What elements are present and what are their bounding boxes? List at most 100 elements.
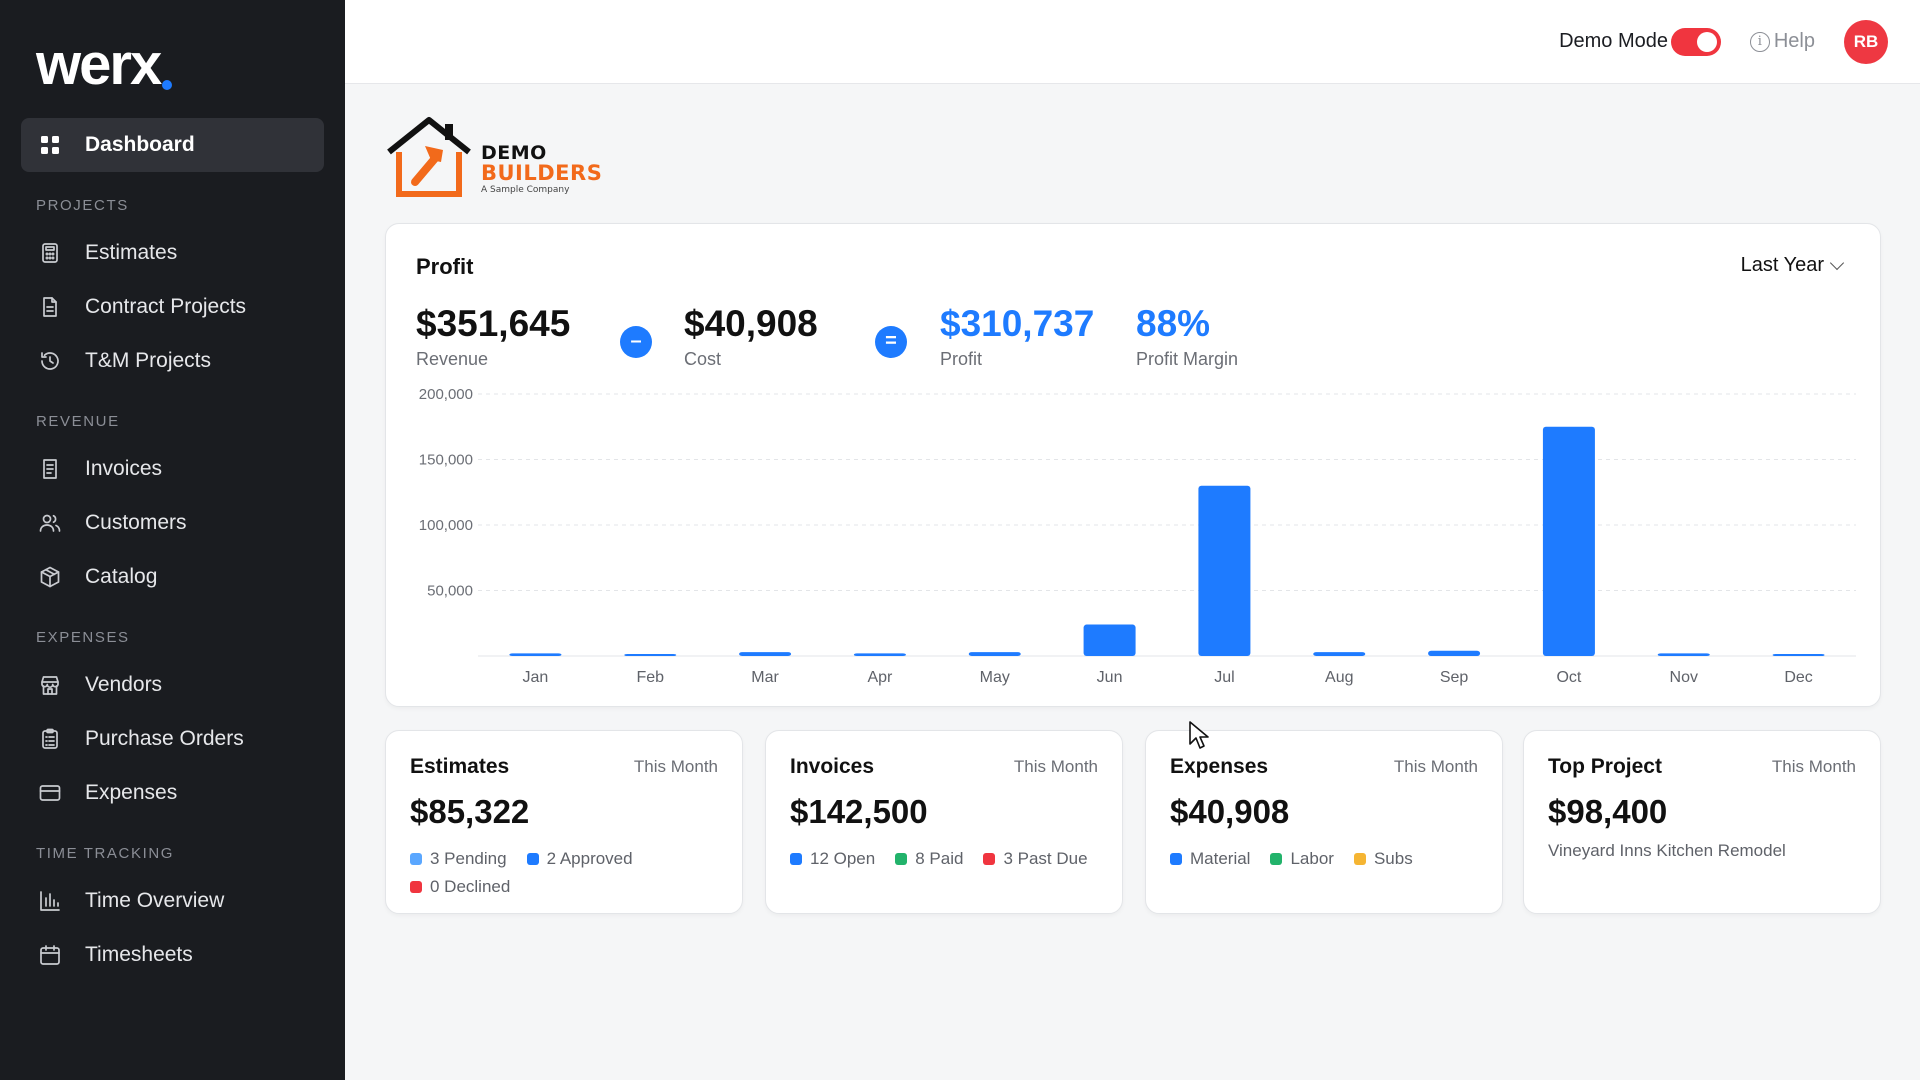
bar-may[interactable] <box>968 652 1021 656</box>
top-project-name: Vineyard Inns Kitchen Remodel <box>1548 841 1786 860</box>
sidebar-item-customers[interactable]: Customers <box>21 496 324 550</box>
estimates-card[interactable]: Estimates This Month $85,322 3 Pending 2… <box>385 730 743 914</box>
bar-jan[interactable] <box>509 653 562 656</box>
legend-label: 2 Approved <box>546 849 633 868</box>
legend-dot <box>526 853 539 865</box>
profit-card: 50,000 100,000 150,000 200,000 Jan Feb Mar Apr M… <box>385 223 1881 707</box>
legend-dot <box>983 853 996 865</box>
sidebar-item-invoices[interactable]: Invoices <box>21 442 324 496</box>
period-dropdown[interactable]: Last Year <box>1740 254 1845 277</box>
revenue-label: Revenue <box>416 348 489 369</box>
legend-dot <box>1270 853 1283 865</box>
sidebar-item-estimates[interactable]: Estimates <box>21 226 324 280</box>
werx-logo[interactable]: werx <box>36 36 173 94</box>
bar-dec[interactable] <box>1772 654 1825 656</box>
sidebar-item-label: Estimates <box>85 241 178 264</box>
legend-dot <box>790 853 802 865</box>
cost-metric: $40,908 Cost <box>684 303 818 370</box>
sidebar-item-tm-projects[interactable]: T&M Projects <box>21 334 324 388</box>
top-project-card-title: Top Project <box>1548 755 1662 778</box>
demo-mode-label: Demo Mode <box>1559 30 1668 52</box>
x-tick-label: Jun <box>1097 669 1123 686</box>
bar-jun[interactable] <box>1083 624 1136 656</box>
history-clock-icon <box>37 348 63 374</box>
y-tick-label: 150,000 <box>419 452 473 469</box>
box-icon <box>37 564 63 590</box>
invoices-card-value: $142,500 <box>790 793 928 830</box>
expenses-legend: Material Labor Subs <box>1170 845 1490 873</box>
sidebar-item-purchase-orders[interactable]: Purchase Orders <box>21 712 324 766</box>
revenue-metric: $351,645 Revenue <box>416 303 571 370</box>
sidebar-nav: Dashboard PROJECTS Estimates Contract Pr… <box>0 118 345 982</box>
user-avatar[interactable]: RB <box>1844 20 1888 64</box>
legend-label: 12 Open <box>810 849 876 868</box>
company-logo: DEMO BUILDERS A Sample Company <box>385 116 602 200</box>
demo-mode-toggle[interactable] <box>1671 28 1721 56</box>
invoices-card-period: This Month <box>1013 757 1098 776</box>
x-tick-label: May <box>980 669 1010 686</box>
sidebar-item-label: Vendors <box>85 673 163 696</box>
calendar-icon <box>37 942 63 968</box>
bar-feb[interactable] <box>624 654 677 656</box>
legend-item-paid: 8 Paid <box>895 845 963 873</box>
bar-sep[interactable] <box>1428 650 1481 656</box>
bar-mar[interactable] <box>739 652 792 656</box>
company-name-line2: BUILDERS <box>481 161 603 185</box>
sidebar-item-label: Expenses <box>85 781 178 804</box>
section-label-time-tracking: TIME TRACKING <box>36 845 175 862</box>
sidebar-item-timesheets[interactable]: Timesheets <box>21 928 324 982</box>
sidebar-item-expenses[interactable]: Expenses <box>21 766 324 820</box>
invoices-legend: 12 Open 8 Paid 3 Past Due <box>790 845 1110 873</box>
invoices-card[interactable]: Invoices This Month $142,500 12 Open 8 P… <box>765 730 1123 914</box>
top-project-card[interactable]: Top Project This Month $98,400 Vineyard … <box>1523 730 1881 914</box>
bar-oct[interactable] <box>1542 426 1595 656</box>
sidebar-item-dashboard[interactable]: Dashboard <box>21 118 324 172</box>
bar-apr[interactable] <box>853 653 906 656</box>
period-dropdown-value: Last Year <box>1740 254 1824 276</box>
sidebar-item-label: Dashboard <box>85 133 195 156</box>
sidebar-item-vendors[interactable]: Vendors <box>21 658 324 712</box>
revenue-value: $351,645 <box>416 303 571 344</box>
expenses-card[interactable]: Expenses This Month $40,908 Material Lab… <box>1145 730 1503 914</box>
sidebar: werx Dashboard PROJECTS Estimates <box>0 0 345 1080</box>
document-icon <box>37 294 63 320</box>
legend-item-pending: 3 Pending <box>410 845 507 873</box>
house-hammer-icon <box>387 117 471 197</box>
top-project-card-period: This Month <box>1771 757 1856 776</box>
profit-bar-chart: 50,000 100,000 150,000 200,000 Jan Feb Mar Apr M… <box>419 386 1856 686</box>
legend-dot <box>410 881 422 893</box>
legend-label: 3 Pending <box>430 849 507 868</box>
profit-label: Profit <box>940 348 983 369</box>
sidebar-item-catalog[interactable]: Catalog <box>21 550 324 604</box>
logo-dot <box>162 80 173 90</box>
legend-item-approved: 2 Approved <box>526 845 633 873</box>
credit-card-icon <box>37 780 63 806</box>
help-link[interactable]: i Help <box>1749 30 1815 53</box>
equals-icon: = <box>875 326 907 358</box>
bar-aug[interactable] <box>1313 652 1366 656</box>
calculator-icon <box>37 240 63 266</box>
profit-margin-metric: 88% Profit Margin <box>1136 303 1238 370</box>
x-tick-label: Aug <box>1325 669 1353 686</box>
x-tick-label: Sep <box>1440 669 1469 686</box>
bar-jul[interactable] <box>1198 485 1251 656</box>
sidebar-item-label: Catalog <box>85 565 158 588</box>
legend-item-declined: 0 Declined <box>410 873 510 901</box>
estimates-card-value: $85,322 <box>410 793 530 830</box>
sidebar-item-label: Contract Projects <box>85 295 247 318</box>
legend-dot <box>410 853 422 865</box>
toggle-knob <box>1697 32 1717 52</box>
sidebar-item-contract-projects[interactable]: Contract Projects <box>21 280 324 334</box>
estimates-card-title: Estimates <box>410 755 510 778</box>
bar-nov[interactable] <box>1657 653 1710 656</box>
sidebar-item-label: T&M Projects <box>85 349 212 372</box>
sidebar-item-time-overview[interactable]: Time Overview <box>21 874 324 928</box>
company-name-line1: DEMO <box>481 142 547 164</box>
bar-chart-icon <box>37 888 63 914</box>
sidebar-item-label: Invoices <box>85 457 163 480</box>
sidebar-item-label: Purchase Orders <box>85 727 244 750</box>
y-tick-label: 200,000 <box>419 386 473 403</box>
users-icon <box>37 510 63 536</box>
info-icon: i <box>1749 31 1770 52</box>
receipt-icon <box>37 456 63 482</box>
